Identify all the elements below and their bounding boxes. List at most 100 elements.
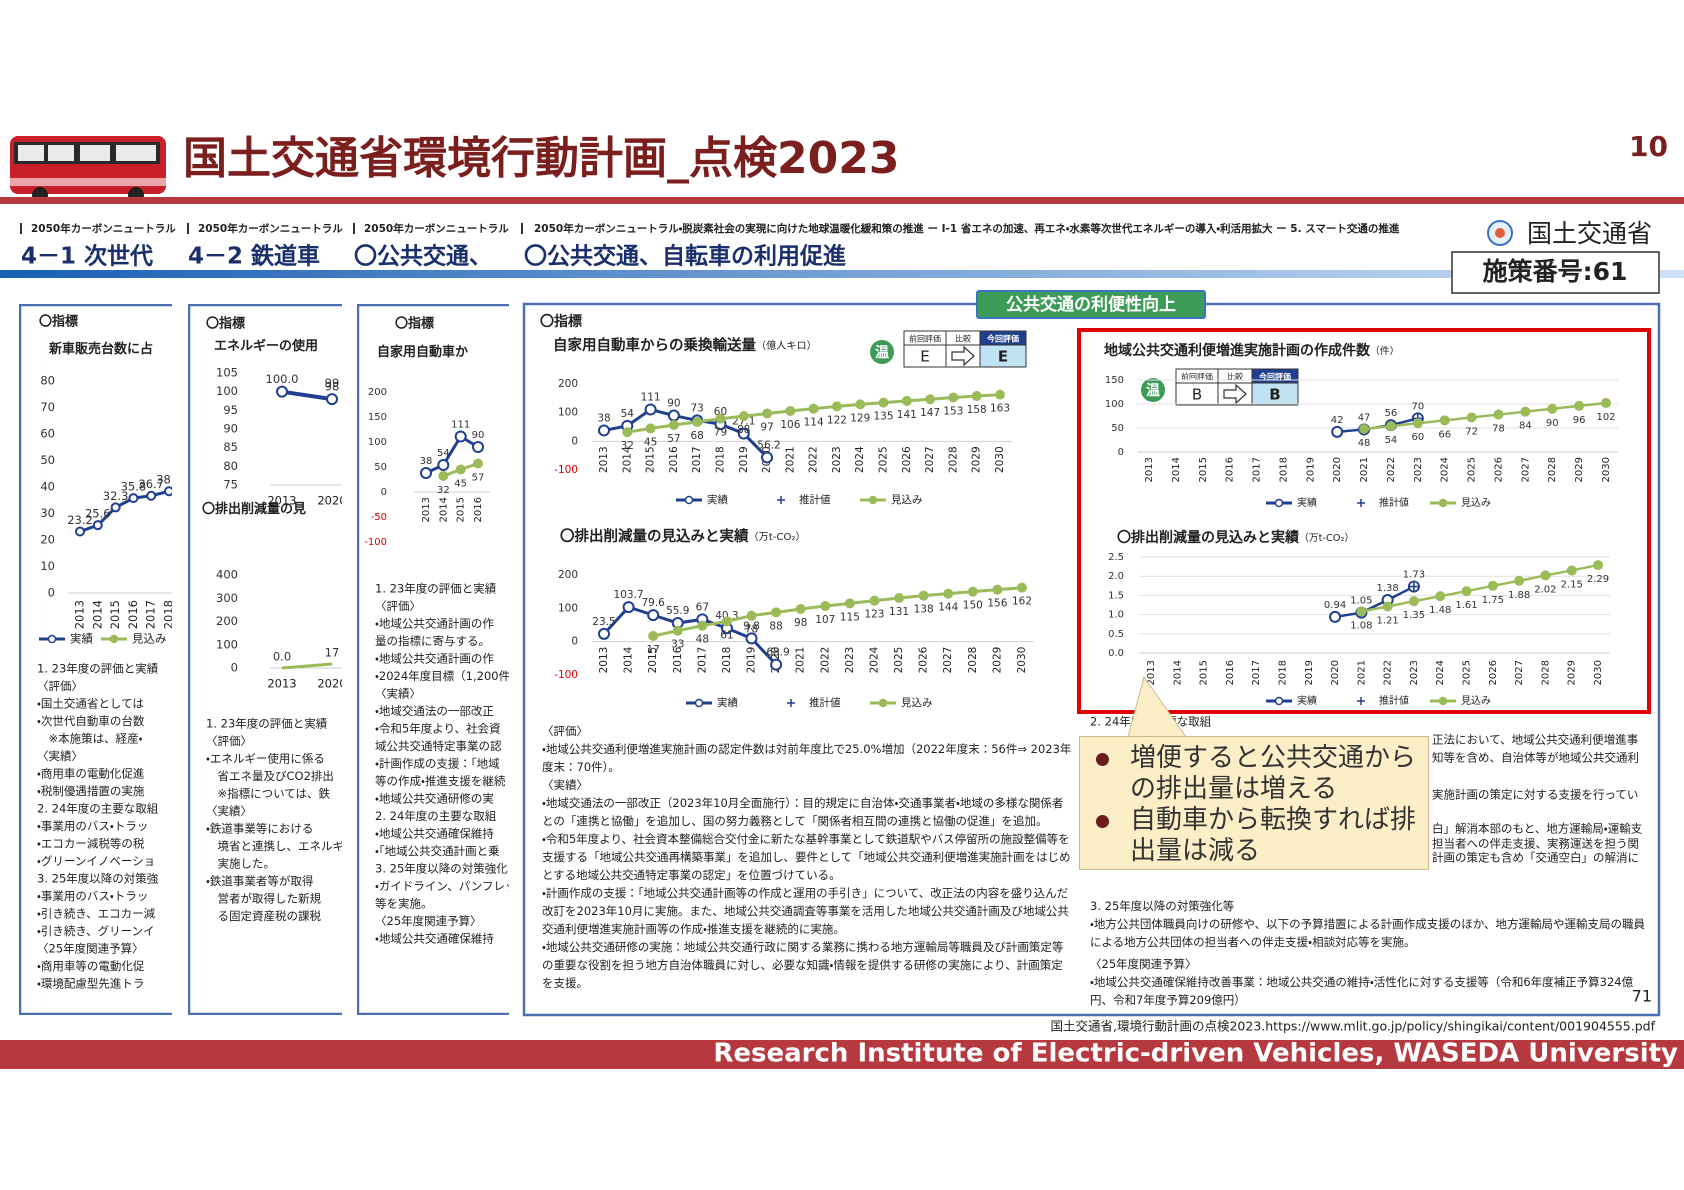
- footer-band: [0, 1040, 1684, 1069]
- legend-marker: [1274, 696, 1284, 706]
- data-point: [831, 401, 842, 412]
- series-line: [425, 434, 479, 475]
- x-tick-label: 2028: [967, 647, 979, 674]
- x-tick-label: 2013: [598, 446, 610, 473]
- x-tick-label: 2023: [1409, 660, 1420, 685]
- data-label: 2.02: [1534, 584, 1556, 595]
- note-paragraph: ・地域公共交通確保維持改善事業：地域公共交通の維持・活性化に対する支援等（令和6…: [1090, 975, 1634, 1007]
- data-point: [622, 427, 633, 438]
- panel-heading: 4－2 鉄道車: [188, 243, 320, 270]
- chart-title-text: エネルギーの使用: [214, 338, 318, 354]
- x-tick-label: 2026: [1493, 457, 1504, 482]
- eval-grade: B: [1192, 386, 1202, 404]
- x-tick-label: 2030: [1593, 660, 1604, 685]
- data-label: 98: [794, 617, 807, 629]
- data-point: [326, 393, 338, 406]
- x-tick-label: 2021: [1359, 457, 1370, 482]
- legend-marker: [878, 698, 888, 708]
- data-label: 57: [667, 433, 680, 445]
- data-label: 48: [696, 634, 709, 646]
- x-tick-label: 2015: [108, 600, 122, 629]
- data-label: 115: [840, 611, 860, 623]
- x-tick-label: 2015: [647, 647, 659, 674]
- data-label: 35.8: [121, 480, 147, 494]
- data-point: [164, 486, 172, 497]
- chart-unit: （億人キロ）: [756, 339, 817, 352]
- y-tick-label: 0: [571, 636, 578, 648]
- header-separator: [353, 223, 355, 234]
- y-tick-label: 2.5: [1108, 552, 1124, 563]
- x-tick-label: 2029: [971, 446, 983, 473]
- panel-text: ・グリーンイノベーショ: [37, 854, 155, 868]
- x-tick-label: 2018: [1277, 660, 1288, 685]
- data-point: [697, 620, 708, 631]
- x-tick-label: 2016: [1225, 660, 1236, 685]
- panel-text: 等を実施。: [375, 897, 433, 911]
- x-tick-label: 2026: [918, 646, 930, 673]
- y-tick-label: 0: [1118, 447, 1124, 458]
- data-point: [692, 416, 703, 427]
- chart-title: 〇排出削減量の見込みと実績（万t-CO₂）: [560, 527, 806, 545]
- panel-text: ・次世代自動車の台数: [37, 714, 145, 728]
- data-point: [808, 403, 819, 414]
- data-point: [995, 389, 1005, 400]
- data-label: 38: [420, 456, 433, 467]
- data-label: 99: [325, 376, 340, 390]
- data-point: [1439, 415, 1450, 426]
- panel-text: ・エネルギー使用に係る: [206, 752, 325, 766]
- eval-header-label: 今回評価: [1258, 372, 1291, 382]
- indicator-heading: 〇指標: [206, 316, 245, 332]
- data-label: 141: [897, 409, 917, 421]
- breadcrumb: 2050年カーボンニュートラル: [31, 222, 176, 235]
- x-tick-label: 2014: [623, 646, 635, 673]
- x-tick-label: 2022: [819, 647, 831, 674]
- x-tick-label: 2018: [1278, 457, 1289, 482]
- y-tick-label: 50: [374, 462, 387, 473]
- data-point: [472, 441, 484, 453]
- y-tick-label: 10: [40, 559, 55, 573]
- legend-marker: [684, 495, 694, 505]
- x-tick-label: 2017: [696, 647, 708, 674]
- x-tick-label: 2029: [1567, 660, 1578, 685]
- logo-mark: [1495, 228, 1505, 238]
- panel-text: 〈実績〉: [206, 804, 252, 818]
- data-point: [454, 430, 467, 443]
- x-tick-label: 2016: [668, 446, 680, 473]
- background-panel: 〇指標 1. 23年度の評価と実績〈評価〉・エネルギー使用に係る 省エネ量及びCO…: [188, 304, 342, 1015]
- y-tick-label: 150: [1105, 375, 1124, 386]
- header-band: [0, 270, 1684, 278]
- panel-text: 〈25年度関連予算〉: [375, 914, 482, 928]
- data-point: [667, 409, 680, 422]
- data-label: 1.38: [1377, 583, 1399, 594]
- series-line: [281, 389, 333, 402]
- x-tick-label: 2024: [854, 446, 866, 473]
- y-tick-label: 200: [558, 569, 578, 581]
- data-label: 45: [454, 479, 467, 490]
- data-label: 54: [621, 408, 635, 420]
- note-paragraph: ・令和5年度より、社会資本整備総合交付金に新たな基幹事業として鉄道駅やバス停留所…: [542, 832, 1071, 882]
- eval-header-label: 今回評価: [986, 334, 1019, 344]
- panel-text: 営者が取得した新規: [206, 892, 321, 906]
- note-paragraph: ・地域交通法の一部改正（2023年10月全面施行）：目的規定に自治体・交通事業者…: [542, 796, 1064, 828]
- y-tick-label: 70: [40, 400, 55, 414]
- data-point: [761, 451, 774, 464]
- legend-marker: [787, 699, 795, 707]
- data-label: 72: [1465, 426, 1478, 437]
- eval-value-cell: [1251, 382, 1299, 406]
- x-tick-label: 2023: [844, 647, 856, 674]
- chart-title: 新車販売台数に占: [48, 341, 153, 357]
- chart-unit: （万t-CO₂）: [1299, 532, 1354, 544]
- background-panel: 〇指標 1. 23年度の評価と実績〈評価〉・国土交通省としては・次世代自動車の台数…: [19, 304, 172, 1015]
- note-paragraph: ・地方公共団体職員向けの研修や、以下の予算措置による計画作成支援のほか、地方運輸…: [1090, 917, 1645, 949]
- data-label: 78: [745, 624, 758, 636]
- panel-text: 1. 23年度の評価と実績: [375, 582, 497, 596]
- panel-text: ・事業用のバス・トラッ: [37, 889, 148, 903]
- bullet-dot: [1096, 815, 1109, 828]
- legend-label: 推計値: [1379, 694, 1409, 707]
- panel-text: 1. 23年度の評価と実績: [37, 662, 159, 676]
- x-tick-label: 2028: [947, 446, 959, 473]
- note-paragraph: 〈評価〉: [542, 724, 588, 738]
- legend-label: 見込み: [891, 494, 923, 506]
